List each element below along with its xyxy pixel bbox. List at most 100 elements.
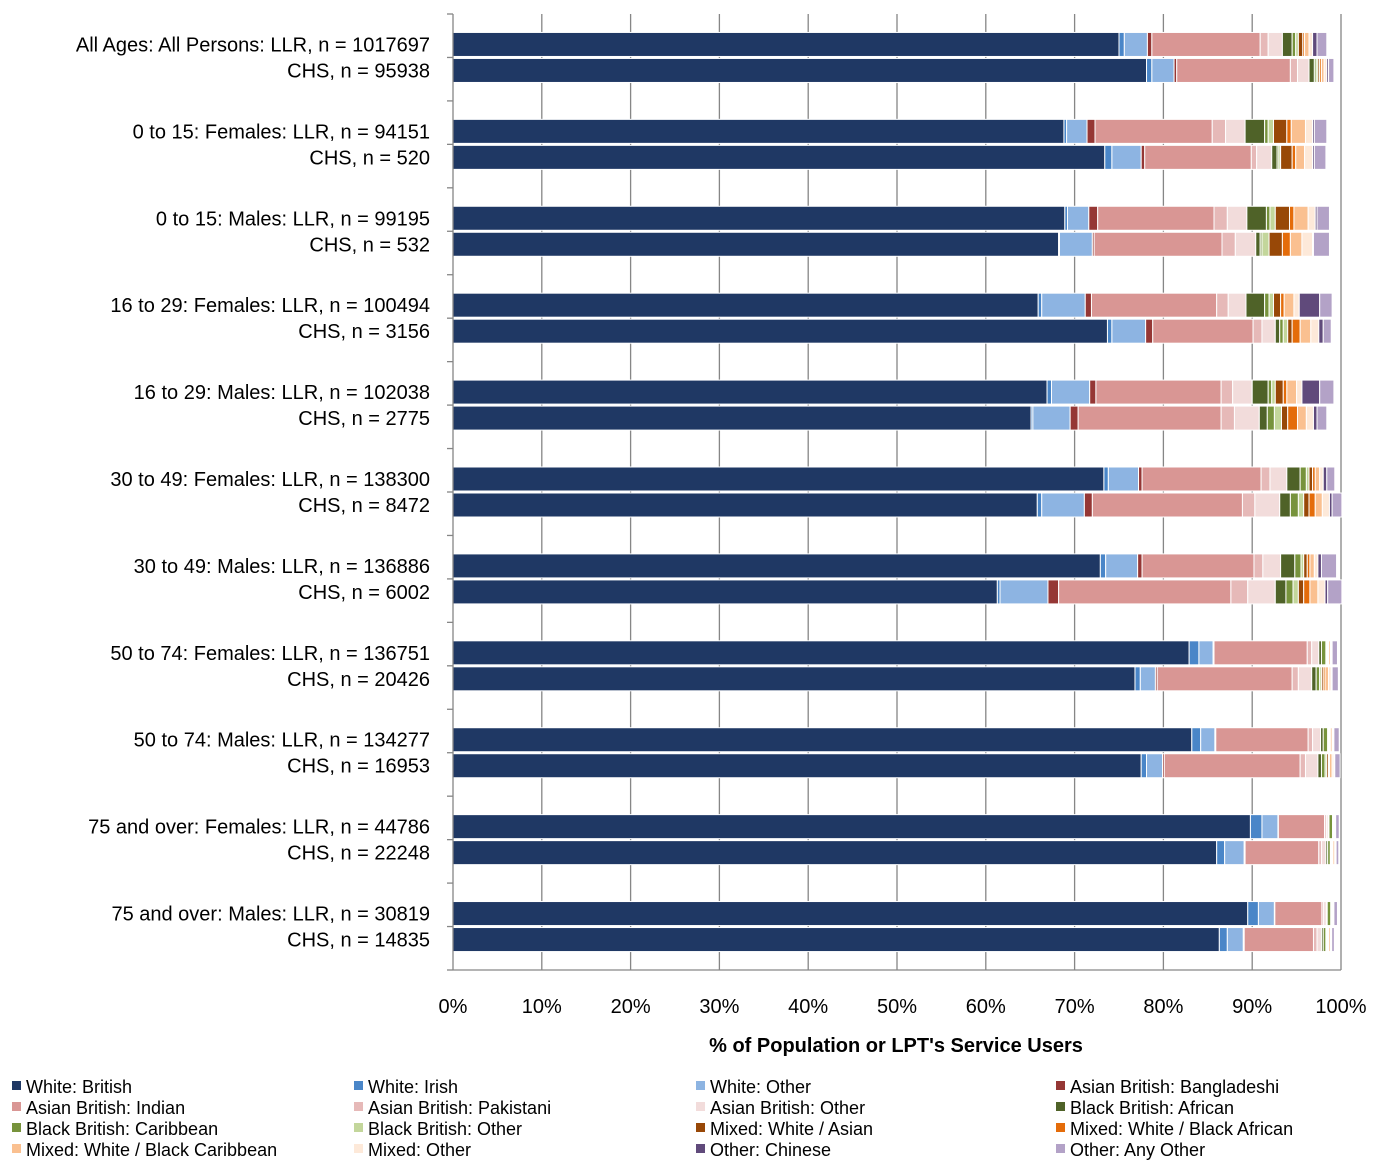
bar-segment [1320, 840, 1327, 866]
bar-segment [1059, 231, 1093, 257]
bar-segment [1304, 31, 1310, 57]
bar-segment [1032, 405, 1071, 431]
bar-segment [1138, 466, 1143, 492]
category-label: 16 to 29: Females: LLR, n = 100494 [110, 295, 430, 317]
bar-segment [1307, 205, 1316, 231]
bar-segment [1274, 205, 1290, 231]
x-tick-label: 20% [611, 996, 651, 1018]
bar-segment [1251, 379, 1269, 405]
legend-swatch [1056, 1144, 1065, 1153]
bar-segment [1335, 840, 1340, 866]
bar-segment [1281, 405, 1289, 431]
bar-segment [452, 579, 998, 605]
bar-segment [1319, 292, 1333, 318]
bar-segment [1260, 466, 1271, 492]
bar-segment [1262, 553, 1282, 579]
bar-segment [1047, 579, 1060, 605]
bar-segment [1097, 205, 1215, 231]
bar-segment [1163, 753, 1301, 779]
bar-segment [1261, 231, 1270, 257]
bar-segment [1295, 144, 1306, 170]
bar-segment [1281, 31, 1293, 57]
bar-segment [1316, 927, 1322, 953]
bar-segment [1274, 318, 1281, 344]
bar-segment [1191, 727, 1202, 753]
bar-segment [452, 379, 1048, 405]
bar-segment [1333, 901, 1338, 927]
bar-segment [1083, 492, 1093, 518]
bar-segment [1046, 379, 1053, 405]
bar-segment [1306, 640, 1313, 666]
bar-segment [1309, 553, 1315, 579]
bar-segment [1319, 379, 1335, 405]
bar-segment [1086, 118, 1096, 144]
axes [447, 13, 1341, 971]
bar-segment [452, 318, 1108, 344]
bar-segment [1247, 901, 1259, 927]
bar-segment [1273, 405, 1283, 431]
bar-segment [1303, 492, 1310, 518]
bar-segment [1140, 753, 1148, 779]
bar-segment [1299, 466, 1307, 492]
category-label: 75 and over: Females: LLR, n = 44786 [88, 817, 430, 839]
bar-segment [1273, 292, 1282, 318]
legend: White: British White: Irish White: Other As… [12, 1077, 1293, 1160]
bar-segment [1291, 318, 1301, 344]
legend-swatch [696, 1081, 705, 1090]
bar-segment [1245, 292, 1266, 318]
bar-segment [1095, 379, 1222, 405]
legend-swatch [696, 1102, 705, 1111]
bar-segment [1293, 205, 1309, 231]
category-label: 50 to 74: Females: LLR, n = 136751 [110, 643, 430, 665]
bar-segment [1088, 205, 1099, 231]
bar-segment [1077, 405, 1222, 431]
bar-segment [1328, 57, 1335, 83]
legend-label: Mixed: White / Black Caribbean [26, 1140, 277, 1160]
bar-segment [1286, 118, 1292, 144]
bar-segment [1037, 292, 1043, 318]
bar-segment [1316, 205, 1330, 231]
legend-swatch [354, 1144, 363, 1153]
bar-segment [452, 118, 1065, 144]
bar-segment [1234, 231, 1257, 257]
bar-segment [1280, 144, 1293, 170]
category-label: CHS, n = 22248 [287, 843, 430, 865]
bar-segment [1233, 405, 1260, 431]
bar-segment [1333, 727, 1340, 753]
bar-segment [1250, 144, 1258, 170]
bar-segment [1200, 727, 1216, 753]
legend-label: Black British: African [1070, 1098, 1234, 1118]
bar-segment [1293, 292, 1300, 318]
category-label: CHS, n = 3156 [298, 321, 430, 343]
bar-segment [1301, 379, 1321, 405]
legend-label: Asian British: Indian [26, 1098, 185, 1118]
bar-segment [1151, 57, 1175, 83]
bar-segment [452, 840, 1218, 866]
bar-segment [1324, 666, 1330, 692]
bar-segment [1297, 31, 1304, 57]
legend-label: Black British: Other [368, 1119, 522, 1139]
legend-swatch [354, 1123, 363, 1132]
bar-segment [1274, 579, 1287, 605]
bar-segment [1211, 118, 1227, 144]
bar-segment [452, 292, 1039, 318]
bar-segment [452, 31, 1120, 57]
category-labels: All Ages: All Persons: LLR, n = 1017697 C… [76, 34, 430, 951]
bar-segment [1316, 405, 1328, 431]
bar-segment [1312, 31, 1318, 57]
bar-segment [1322, 466, 1328, 492]
bar-segment [1291, 31, 1297, 57]
bar-segment [1099, 553, 1107, 579]
bar-segment [1327, 579, 1343, 605]
bar-segment [1314, 492, 1323, 518]
bar-segment [1318, 318, 1324, 344]
bar-segment [1334, 753, 1341, 779]
bar-segment [1311, 666, 1317, 692]
category-label: 30 to 49: Females: LLR, n = 138300 [110, 469, 430, 491]
category-label: CHS, n = 14835 [287, 930, 430, 952]
x-tick-label: 0% [439, 996, 468, 1018]
bar-segment [1243, 927, 1314, 953]
bar-segment [1134, 666, 1141, 692]
bar-segment [1286, 466, 1301, 492]
bar-segment [1146, 31, 1153, 57]
